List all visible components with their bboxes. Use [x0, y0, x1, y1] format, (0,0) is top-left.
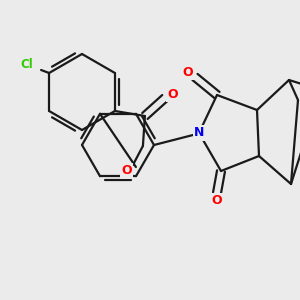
Text: O: O: [168, 88, 178, 100]
Text: O: O: [212, 194, 222, 208]
Text: Cl: Cl: [21, 58, 34, 71]
Text: N: N: [194, 127, 204, 140]
Text: O: O: [122, 164, 132, 178]
Text: O: O: [183, 65, 193, 79]
